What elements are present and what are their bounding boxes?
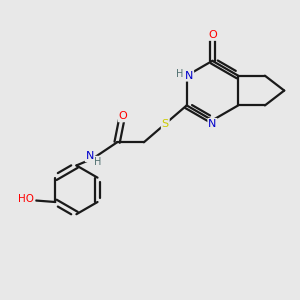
Text: S: S	[162, 119, 169, 129]
Text: HO: HO	[19, 194, 34, 204]
Text: N: N	[185, 71, 193, 81]
Text: H: H	[176, 69, 184, 79]
Text: O: O	[208, 30, 217, 40]
Text: O: O	[119, 111, 128, 122]
Text: N: N	[208, 119, 217, 129]
Text: N: N	[85, 151, 94, 161]
Text: H: H	[94, 157, 102, 166]
